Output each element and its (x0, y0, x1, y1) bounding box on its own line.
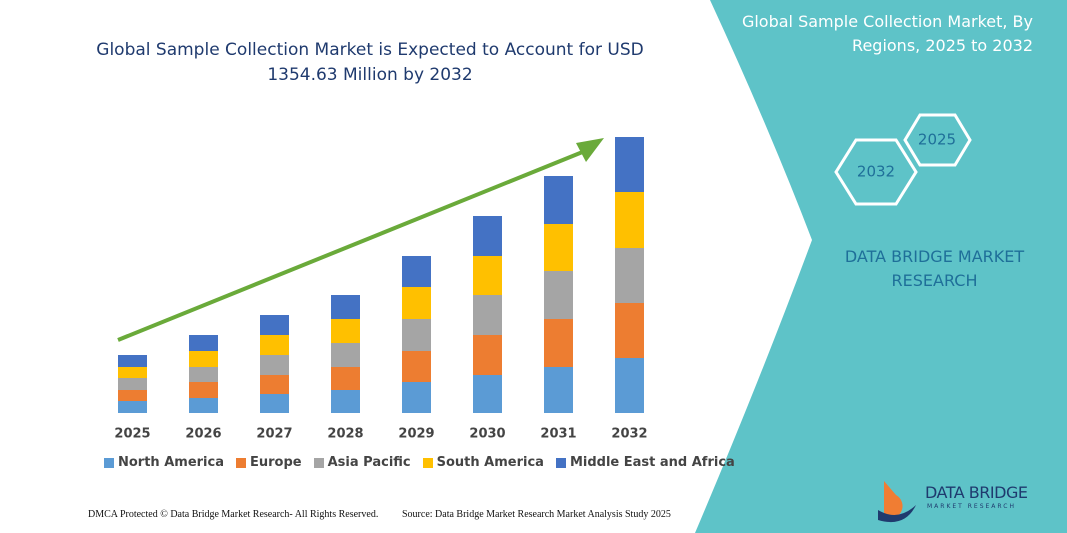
bar-segment (544, 367, 573, 413)
x-tick-label: 2028 (327, 427, 363, 442)
bar-segment (260, 335, 289, 355)
hex-label: 2025 (918, 131, 956, 149)
bar-segment (473, 335, 502, 375)
x-tick-label: 2030 (469, 427, 505, 442)
bar-segment (402, 319, 431, 351)
legend-label: Middle East and Africa (569, 455, 735, 470)
bar-segment (260, 394, 289, 413)
legend-swatch (236, 457, 246, 468)
bar-segment (473, 216, 502, 256)
legend-swatch (422, 457, 433, 468)
bar-segment (402, 256, 431, 287)
x-tick-label: 2031 (540, 427, 576, 442)
brand: DATA BRIDGE MARKET RESEARCH (844, 247, 1025, 290)
hex-label: 2032 (857, 163, 895, 181)
logo-icon (878, 505, 916, 523)
bar-segment (615, 303, 644, 358)
bar-segment (189, 382, 218, 398)
bar-segment (615, 192, 644, 248)
bar-segment (260, 315, 289, 335)
legend-swatch (555, 457, 566, 468)
bar-segment (331, 343, 360, 367)
logo-name: DATA BRIDGE (925, 483, 1028, 502)
bar-segment (615, 137, 644, 192)
legend-label: Asia Pacific (327, 455, 411, 470)
bar-segment (331, 295, 360, 319)
bars: 2025 2026 2027 2028 2029 2030 2031 2032 (114, 137, 648, 442)
arrow-head (576, 138, 604, 162)
logo-icon (884, 481, 903, 519)
bar-segment (189, 398, 218, 413)
bar-segment (118, 390, 147, 401)
x-tick-label: 2029 (398, 427, 434, 442)
x-tick-label: 2032 (611, 427, 647, 442)
legend-item: South America (422, 455, 544, 470)
bar-segment (331, 390, 360, 413)
bar-segment (402, 287, 431, 319)
bar-segment (402, 382, 431, 413)
bar-segment (544, 271, 573, 319)
legend-label: North America (118, 455, 224, 470)
x-tick-label: 2026 (185, 427, 221, 442)
legend-item: Asia Pacific (313, 455, 411, 470)
legend-swatch (313, 457, 324, 468)
bar-segment (118, 401, 147, 413)
bar-segment (544, 319, 573, 367)
legend-item: Europe (236, 455, 302, 470)
side-panel (695, 0, 1067, 533)
bar-segment (260, 375, 289, 394)
bar-segment (189, 367, 218, 382)
legend-item: North America (104, 455, 224, 470)
bar-segment (118, 355, 147, 367)
legend: North America Europe Asia Pacific South Ame… (104, 455, 735, 470)
logo-tagline: MARKET RESEARCH (927, 503, 1016, 510)
legend-label: Europe (250, 455, 302, 470)
legend-label: South America (436, 455, 544, 470)
bar-segment (189, 335, 218, 351)
legend-item: Middle East and Africa (555, 455, 735, 470)
bar-segment (402, 351, 431, 382)
bar-segment (544, 224, 573, 271)
bar-segment (331, 367, 360, 390)
x-tick-label: 2025 (114, 427, 150, 442)
bar-segment (189, 351, 218, 367)
bar-segment (544, 176, 573, 224)
hexagon (834, 138, 918, 206)
hexagon (903, 113, 972, 167)
footer-note: DMCA Protected © Data Bridge Market Rese… (88, 509, 379, 520)
bar-segment (473, 256, 502, 295)
chart-title: Global Sample Collection Market is Expec… (96, 40, 644, 85)
bar-segment (473, 295, 502, 335)
panel-title: Global Sample Collection Market, By Regi… (741, 12, 1033, 55)
bar-segment (118, 378, 147, 390)
legend-swatch (104, 457, 114, 468)
footer-source: Source: Data Bridge Market Research Mark… (402, 509, 671, 520)
trend-arrow (117, 149, 586, 342)
bar-segment (615, 248, 644, 303)
x-tick-label: 2027 (256, 427, 292, 442)
bar-segment (331, 319, 360, 343)
bar-segment (260, 355, 289, 375)
bar-segment (473, 375, 502, 413)
bar-segment (118, 367, 147, 378)
bar-segment (615, 358, 644, 413)
